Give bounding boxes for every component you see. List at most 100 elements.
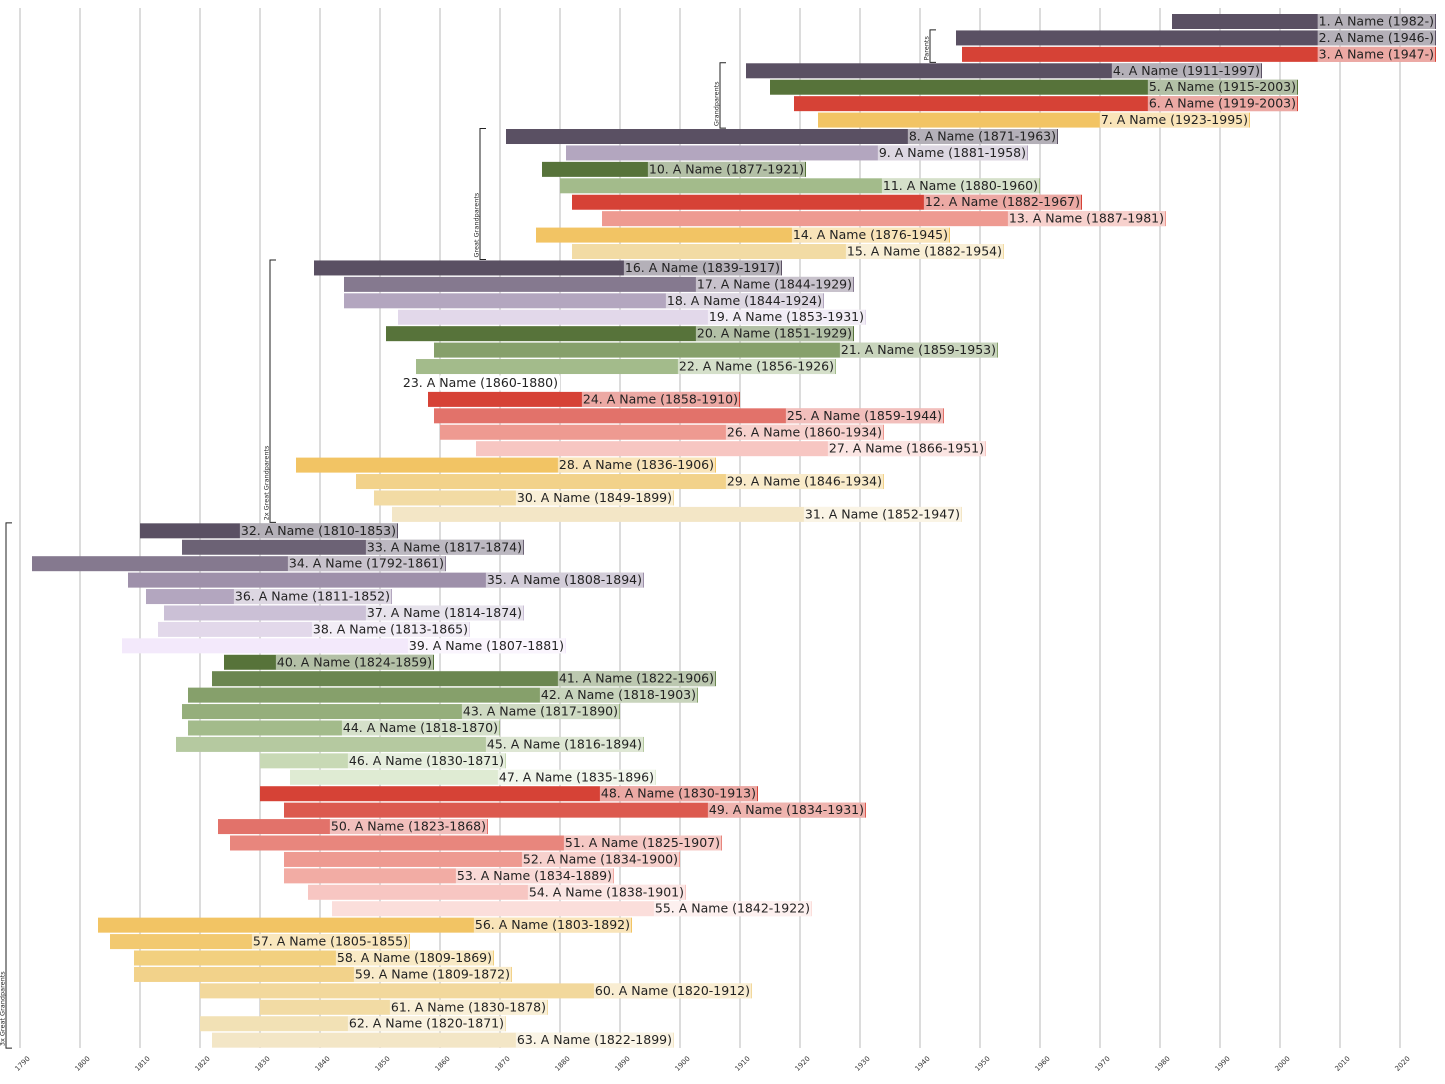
bar-label-36: 36. A Name (1811-1852) xyxy=(235,589,390,604)
bar-label-42: 42. A Name (1818-1903) xyxy=(541,687,696,702)
bar-label-41: 41. A Name (1822-1906) xyxy=(559,671,714,686)
tick-label-1990: 1990 xyxy=(1214,1055,1232,1073)
bar-label-bg-58 xyxy=(335,950,493,966)
bar-label-47: 47. A Name (1835-1896) xyxy=(499,769,654,784)
bar-label-bg-18 xyxy=(665,293,823,309)
bar-label-37: 37. A Name (1814-1874) xyxy=(367,605,522,620)
tick-label-1840: 1840 xyxy=(314,1055,332,1073)
bar-label-bg-48 xyxy=(599,786,757,802)
bar-label-bg-25 xyxy=(785,408,943,424)
generation-brackets: Parents Grandparents Great Grandparents 2x … xyxy=(0,29,936,1049)
bar-label-11: 11. A Name (1880-1960) xyxy=(883,178,1038,193)
bar-label-bg-32 xyxy=(239,523,397,539)
bar-label-bg-62 xyxy=(347,1016,505,1032)
bar-label-1: 1. A Name (1982-) xyxy=(1319,14,1434,29)
bar-label-5: 5. A Name (1915-2003) xyxy=(1149,79,1296,94)
bar-label-bg-55 xyxy=(653,901,811,917)
tick-label-2020: 2020 xyxy=(1394,1055,1412,1073)
tick-label-1800: 1800 xyxy=(74,1055,92,1073)
bar-label-bg-50 xyxy=(329,819,487,835)
tick-label-1820: 1820 xyxy=(194,1055,212,1073)
bar-label-63: 63. A Name (1822-1899) xyxy=(517,1032,672,1047)
bar-label-32: 32. A Name (1810-1853) xyxy=(241,523,396,538)
bar-label-bg-47 xyxy=(497,769,655,785)
bar-label-12: 12. A Name (1882-1967) xyxy=(925,194,1080,209)
bar-label-8: 8. A Name (1871-1963) xyxy=(909,129,1056,144)
generation-bracket-5 xyxy=(5,522,12,1049)
bar-label-35: 35. A Name (1808-1894) xyxy=(487,572,642,587)
bar-label-27: 27. A Name (1866-1951) xyxy=(829,441,984,456)
generation-label-3: Great Grandparents xyxy=(473,192,481,257)
bar-label-bg-56 xyxy=(473,917,631,933)
bar-label-40: 40. A Name (1824-1859) xyxy=(277,654,432,669)
bar-label-22: 22. A Name (1856-1926) xyxy=(679,359,834,374)
tick-label-1830: 1830 xyxy=(254,1055,272,1073)
bar-label-bg-33 xyxy=(365,539,523,555)
bar-label-4: 4. A Name (1911-1997) xyxy=(1113,63,1260,78)
bar-label-bg-4 xyxy=(1111,63,1261,79)
bar-label-bg-12 xyxy=(923,194,1081,210)
bar-label-bg-1 xyxy=(1317,14,1435,29)
bar-label-bg-15 xyxy=(845,244,1003,260)
bar-label-bg-3 xyxy=(1317,46,1435,62)
bar-label-31: 31. A Name (1852-1947) xyxy=(805,506,960,521)
bar-label-bg-31 xyxy=(803,506,961,522)
bar-label-bg-20 xyxy=(695,326,853,342)
bar-label-bg-17 xyxy=(695,276,853,292)
bar-label-bg-45 xyxy=(485,736,643,752)
bar-label-10: 10. A Name (1877-1921) xyxy=(649,161,804,176)
bar-label-bg-34 xyxy=(287,556,445,572)
bar-label-43: 43. A Name (1817-1890) xyxy=(463,704,618,719)
bar-label-bg-57 xyxy=(251,934,409,950)
bar-label-7: 7. A Name (1923-1995) xyxy=(1101,112,1248,127)
generation-label-2: Grandparents xyxy=(713,81,721,126)
generation-bracket-3 xyxy=(479,128,486,261)
bar-label-bg-46 xyxy=(347,753,505,769)
tick-label-1810: 1810 xyxy=(134,1055,152,1073)
bar-label-13: 13. A Name (1887-1981) xyxy=(1009,211,1164,226)
bar-label-28: 28. A Name (1836-1906) xyxy=(559,457,714,472)
bar-label-bg-53 xyxy=(455,868,613,884)
bar-label-bg-6 xyxy=(1147,96,1297,112)
bar-label-61: 61. A Name (1830-1878) xyxy=(391,999,546,1014)
bar-label-33: 33. A Name (1817-1874) xyxy=(367,539,522,554)
bar-label-bg-61 xyxy=(389,999,547,1015)
bar-label-24: 24. A Name (1858-1910) xyxy=(583,391,738,406)
bar-label-bg-8 xyxy=(907,129,1057,145)
bar-label-3: 3. A Name (1947-) xyxy=(1319,46,1434,61)
lifespan-bar-3 xyxy=(962,46,1436,62)
x-axis-ticks: 1790 1800 1810 1820 1830 1840 1850 1860 1870 1880… xyxy=(14,1055,1412,1073)
bar-label-bg-36 xyxy=(233,589,391,605)
bar-label-29: 29. A Name (1846-1934) xyxy=(727,474,882,489)
bar-label-58: 58. A Name (1809-1869) xyxy=(337,950,492,965)
bar-label-bg-14 xyxy=(791,227,949,243)
bar-label-bg-30 xyxy=(515,490,673,506)
bar-label-50: 50. A Name (1823-1868) xyxy=(331,819,486,834)
bar-label-25: 25. A Name (1859-1944) xyxy=(787,408,942,423)
lifespan-bars: 1. A Name (1982-)2. A Name (1946-)3. A N… xyxy=(32,14,1436,1048)
bar-label-57: 57. A Name (1805-1855) xyxy=(253,934,408,949)
bar-label-2: 2. A Name (1946-) xyxy=(1319,30,1434,45)
tick-label-1910: 1910 xyxy=(734,1055,752,1073)
tick-label-1980: 1980 xyxy=(1154,1055,1172,1073)
bar-label-9: 9. A Name (1881-1958) xyxy=(879,145,1026,160)
generation-bracket-2 xyxy=(719,62,726,129)
bar-label-bg-44 xyxy=(341,720,499,736)
bar-label-6: 6. A Name (1919-2003) xyxy=(1149,96,1296,111)
bar-label-26: 26. A Name (1860-1934) xyxy=(727,424,882,439)
tick-label-1850: 1850 xyxy=(374,1055,392,1073)
generation-label-4: 2x Great Grandparents xyxy=(263,445,271,520)
bar-label-bg-11 xyxy=(881,178,1039,194)
bar-label-bg-40 xyxy=(275,654,433,670)
bar-label-bg-23 xyxy=(401,375,559,391)
bar-label-bg-51 xyxy=(563,835,721,851)
bar-label-bg-21 xyxy=(839,342,997,358)
bar-label-bg-52 xyxy=(521,851,679,867)
bar-label-59: 59. A Name (1809-1872) xyxy=(355,966,510,981)
bar-label-38: 38. A Name (1813-1865) xyxy=(313,621,468,636)
bar-label-23: 23. A Name (1860-1880) xyxy=(403,375,558,390)
bar-label-18: 18. A Name (1844-1924) xyxy=(667,293,822,308)
bar-label-bg-41 xyxy=(557,671,715,687)
bar-label-bg-38 xyxy=(311,621,469,637)
bar-label-52: 52. A Name (1834-1900) xyxy=(523,851,678,866)
